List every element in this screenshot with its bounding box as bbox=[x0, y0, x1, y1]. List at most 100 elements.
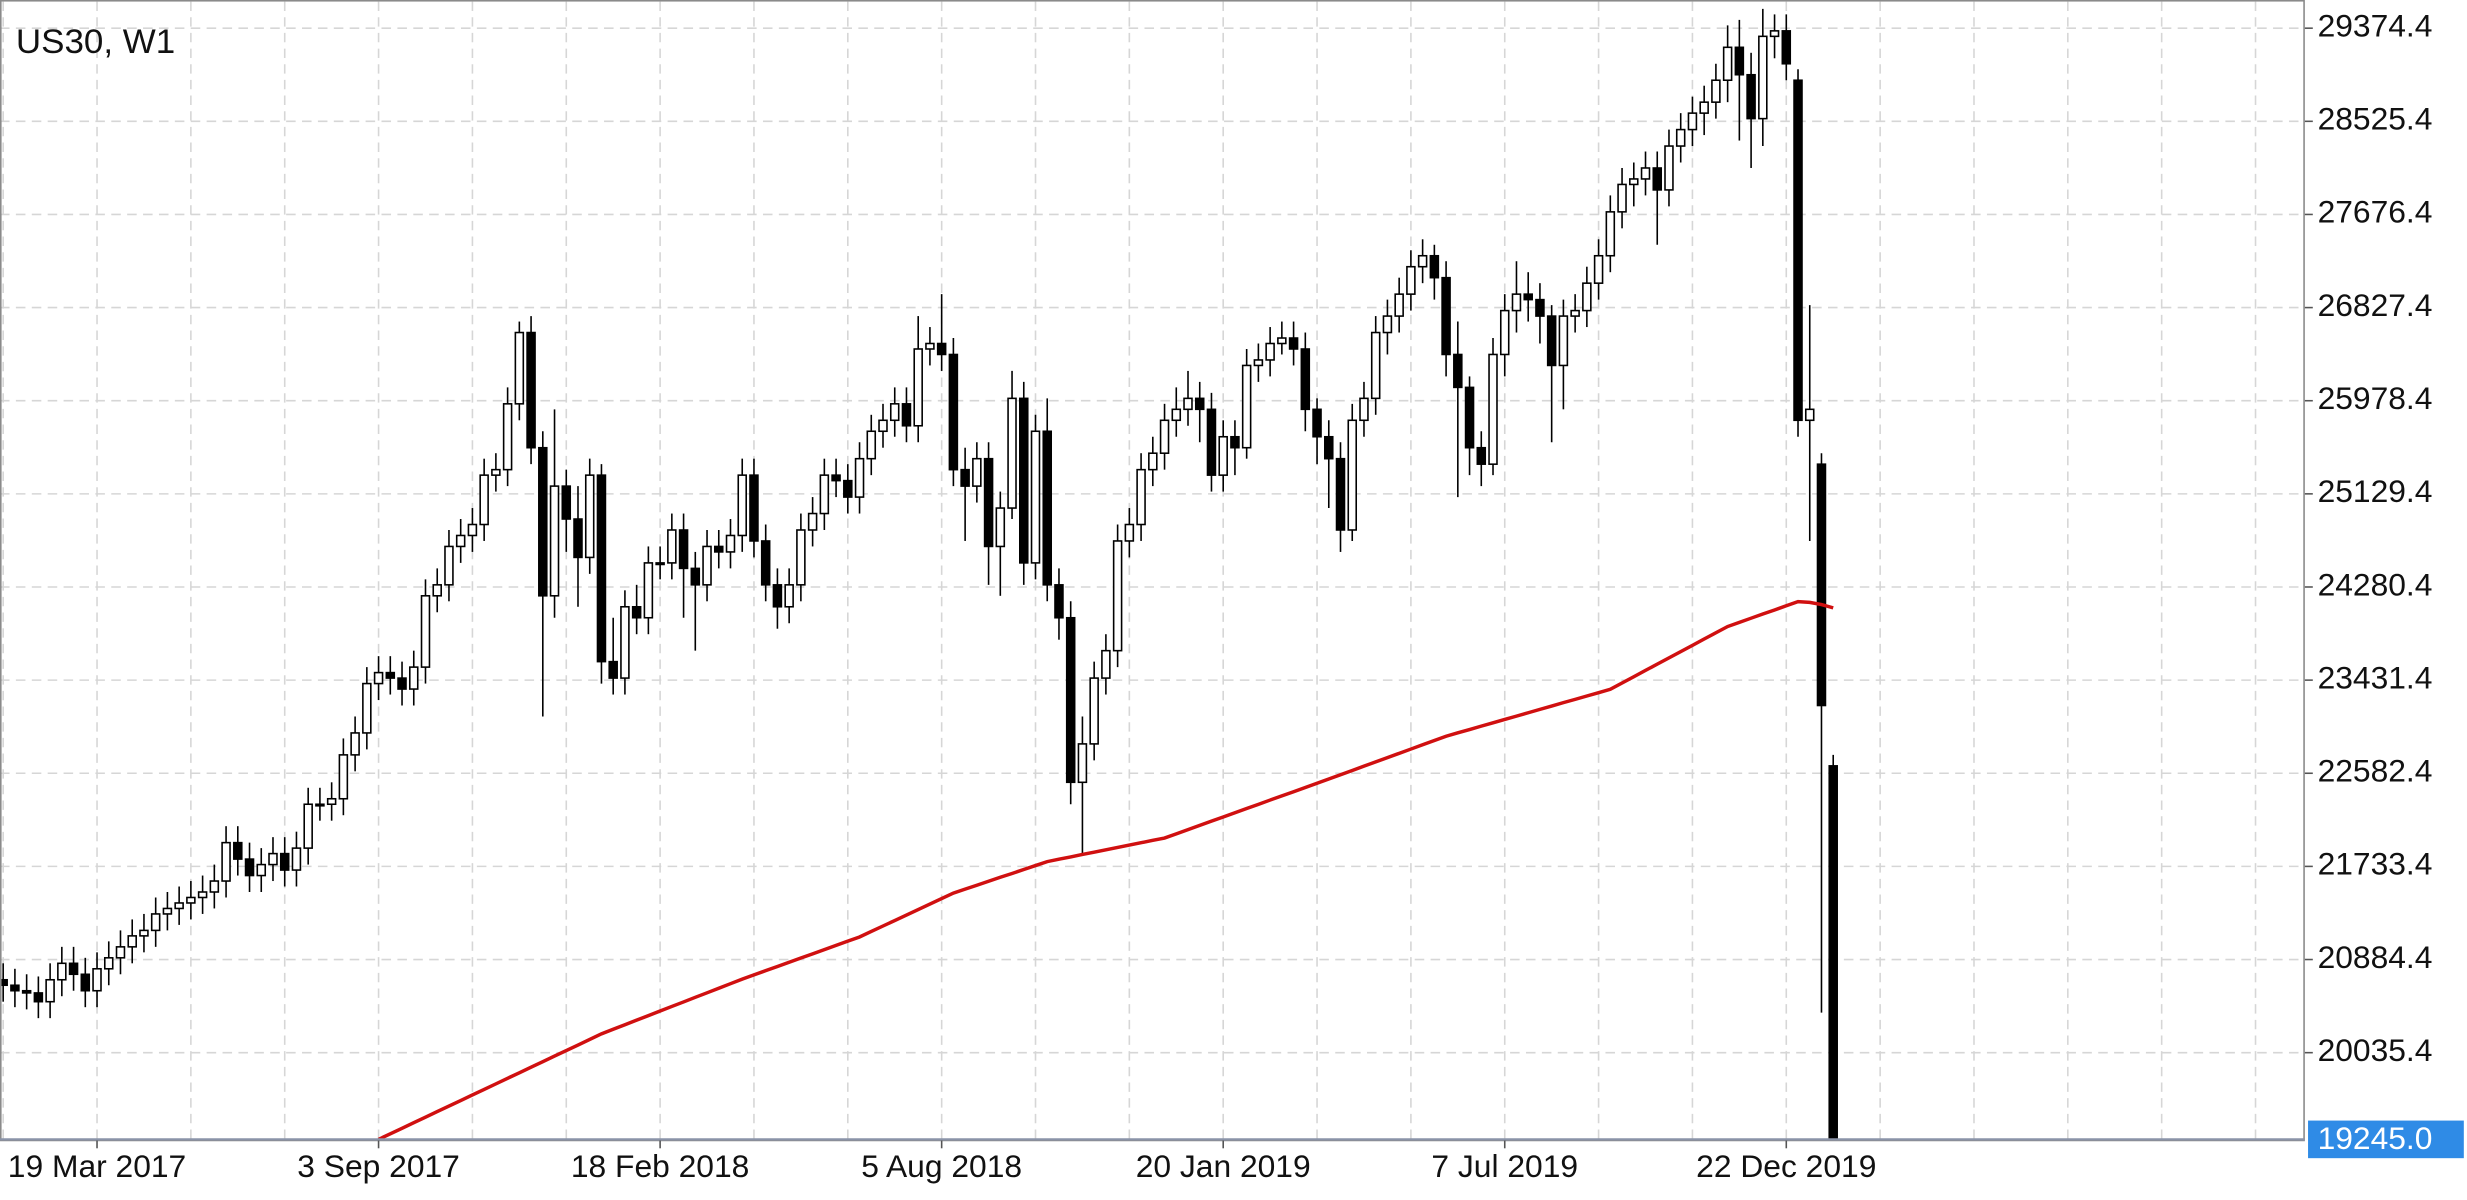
candle-body bbox=[936, 342, 947, 356]
candle-body bbox=[10, 984, 20, 992]
candle-body bbox=[948, 353, 959, 471]
candle-body bbox=[1464, 386, 1475, 449]
candle-body bbox=[561, 485, 572, 520]
candle-body bbox=[21, 989, 32, 994]
candle-body bbox=[1629, 178, 1639, 186]
candle-body bbox=[291, 847, 302, 871]
candle-body bbox=[1523, 293, 1533, 301]
candle-body bbox=[678, 529, 689, 570]
candle-body bbox=[901, 403, 912, 427]
candle-body bbox=[643, 562, 654, 619]
candle-body bbox=[702, 545, 712, 586]
candle-body bbox=[1675, 128, 1686, 147]
candle-body bbox=[350, 732, 360, 756]
x-tick-label: 7 Jul 2019 bbox=[1431, 1148, 1578, 1184]
candle-body bbox=[373, 671, 384, 685]
candle-body bbox=[1335, 457, 1346, 531]
candle-body bbox=[1183, 397, 1193, 411]
candle-body bbox=[1546, 315, 1557, 367]
candle-body bbox=[1781, 30, 1792, 65]
candle-body bbox=[596, 474, 607, 663]
candle-body bbox=[1101, 649, 1111, 679]
candle-body bbox=[1558, 315, 1569, 367]
candle-body bbox=[796, 529, 806, 586]
candle-body bbox=[995, 507, 1006, 548]
candle-body bbox=[420, 595, 431, 668]
candle-body bbox=[1535, 298, 1545, 317]
candle-body bbox=[655, 562, 665, 566]
candle-body bbox=[1453, 353, 1463, 389]
candle-body bbox=[45, 978, 55, 1003]
candle-body bbox=[960, 468, 970, 487]
candle-body bbox=[1019, 397, 1029, 564]
candle-body bbox=[1605, 211, 1616, 257]
candle-body bbox=[1593, 254, 1604, 284]
candle-body bbox=[92, 968, 102, 992]
candle-body bbox=[315, 803, 325, 807]
candle-body bbox=[725, 534, 736, 553]
x-tick-label: 22 Dec 2019 bbox=[1696, 1148, 1876, 1184]
candle-body bbox=[1277, 337, 1287, 345]
candle-body bbox=[186, 896, 196, 904]
candle-body bbox=[150, 913, 161, 932]
candle-body bbox=[1429, 254, 1440, 279]
candle-body bbox=[620, 605, 630, 679]
candle-body bbox=[1171, 408, 1182, 422]
candle-body bbox=[362, 682, 372, 734]
candle-body bbox=[127, 935, 137, 948]
plot-area bbox=[0, 8, 1838, 1141]
candle-body bbox=[162, 907, 173, 915]
candle-body bbox=[972, 457, 982, 487]
x-tick-label: 20 Jan 2019 bbox=[1136, 1148, 1311, 1184]
last-price-label: 19245.0 bbox=[2318, 1120, 2433, 1156]
candle-body bbox=[819, 474, 830, 515]
candle-body bbox=[80, 973, 91, 992]
candle-body bbox=[913, 348, 923, 427]
y-tick-label: 25129.4 bbox=[2318, 473, 2433, 509]
candle-body bbox=[1089, 677, 1099, 745]
candle-body bbox=[103, 957, 114, 970]
x-tick-label: 19 Mar 2017 bbox=[8, 1148, 186, 1184]
candle-body bbox=[1804, 408, 1815, 422]
candle-body bbox=[1711, 79, 1721, 103]
y-tick-label: 26827.4 bbox=[2318, 287, 2433, 323]
grid bbox=[0, 1, 2305, 1141]
candle-body bbox=[1816, 463, 1827, 707]
candle-body bbox=[233, 841, 243, 860]
candle-body bbox=[1793, 79, 1803, 422]
candle-body bbox=[1218, 435, 1228, 476]
candle-body bbox=[749, 474, 759, 542]
candle-body bbox=[1324, 435, 1334, 460]
candle-body bbox=[491, 468, 501, 476]
candle-body bbox=[1617, 183, 1627, 213]
candle-body bbox=[807, 512, 818, 531]
candle-body bbox=[268, 852, 278, 866]
candle-body bbox=[1112, 540, 1123, 652]
candle-body bbox=[244, 858, 255, 877]
y-tick-label: 21733.4 bbox=[2318, 846, 2433, 882]
candle-body bbox=[174, 902, 184, 910]
candle-body bbox=[57, 962, 67, 981]
candle-body bbox=[1699, 101, 1709, 114]
candle-body bbox=[584, 474, 595, 559]
candle-body bbox=[1347, 419, 1358, 531]
candle-body bbox=[538, 446, 548, 597]
candle-body bbox=[1394, 293, 1404, 317]
chart-title: US30, W1 bbox=[16, 23, 175, 61]
candle-body bbox=[1511, 293, 1522, 312]
candle-body bbox=[385, 671, 396, 679]
candle-body bbox=[1570, 309, 1580, 317]
candle-body bbox=[1828, 765, 1838, 1141]
candle-body bbox=[760, 540, 771, 586]
candle-body bbox=[737, 474, 747, 537]
candle-body bbox=[1030, 430, 1041, 564]
candle-body bbox=[1769, 30, 1780, 38]
last-price-box bbox=[2308, 1120, 2464, 1159]
candle-body bbox=[1042, 430, 1053, 586]
candle-body bbox=[1652, 167, 1663, 191]
candle-body bbox=[1077, 743, 1088, 784]
x-tick-label: 18 Feb 2018 bbox=[571, 1148, 749, 1184]
candle-body bbox=[983, 457, 994, 548]
